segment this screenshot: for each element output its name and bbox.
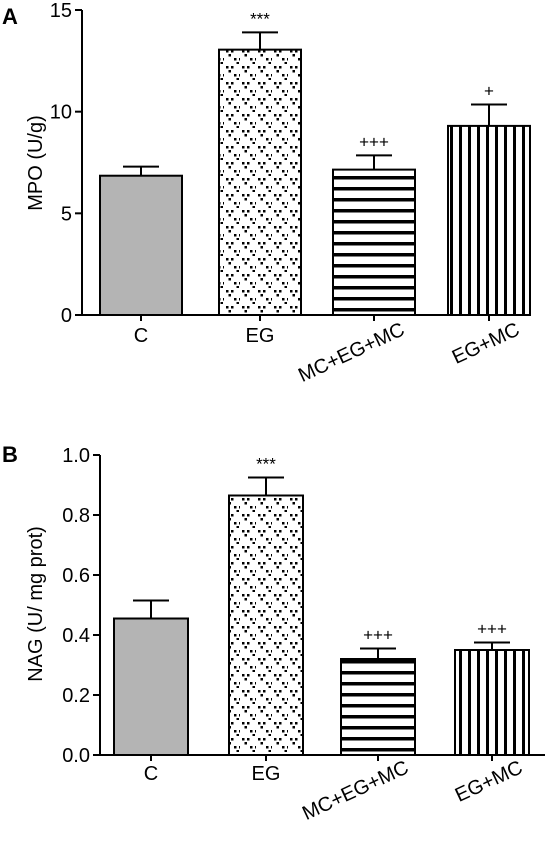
panel-a-category-label: C [134, 325, 148, 347]
panel-a-category-label: EG+MC [449, 319, 523, 369]
panel-a-bar-eg [218, 48, 302, 317]
panel-b-y-tick-label: 0.4 [62, 625, 90, 647]
panel-a-significance-label: *** [250, 9, 270, 28]
panel-b-y-tick-label: 0.8 [62, 505, 90, 527]
panel-b-y-tick-label: 0.2 [62, 685, 90, 707]
panel-a-y-axis-title: MPO (U/g) [25, 115, 47, 211]
panel-b-plot: 0.0 0.2 0.4 0.6 0.8 1.0 C *** EG +++ MC+EG+MC +++ EG… [62, 445, 545, 825]
panel-b-category-label: MC+EG+MC [299, 757, 412, 825]
panel-a-y-tick-label: 15 [50, 0, 72, 22]
panel-a-y-tick-label: 5 [61, 203, 72, 225]
panel-a-plot: 0 5 10 15 C *** EG +++ MC+EG+MC + EG+MC [50, 0, 531, 387]
panel-a-y-tick-label: 10 [50, 102, 72, 124]
panel-a-significance-label: + [484, 82, 494, 101]
panel-a-bar-eg-mc [447, 124, 531, 317]
panel-b-significance-label: +++ [477, 620, 507, 639]
panel-a-bar-c [99, 174, 183, 316]
panel-a-category-label: MC+EG+MC [295, 319, 408, 387]
panel-a-y-tick-label: 0 [61, 305, 72, 327]
panel-b-bar-eg [228, 494, 304, 756]
panel-a-category-label: EG [246, 325, 275, 347]
panel-b-bar-c [113, 617, 189, 756]
panel-b-y-tick-label: 1.0 [62, 445, 90, 467]
panel-b-significance-label: *** [256, 455, 276, 474]
panel-b-y-tick-label: 0.0 [62, 745, 90, 767]
panel-b-bar-mc-eg-mc [340, 658, 416, 756]
panel-b-category-label: EG [252, 763, 281, 785]
panel-b-category-label: EG+MC [452, 757, 526, 807]
panel-a-significance-label: +++ [359, 132, 389, 151]
panel-b-bar-eg-mc [454, 649, 530, 756]
panel-a-bar-mc-eg-mc [332, 168, 416, 316]
panel-a-letter: A [2, 4, 18, 29]
panel-b: B NAG (U/ mg prot) 0.0 0.2 0.4 0.6 0.8 1.0 C **… [2, 442, 545, 825]
panel-b-letter: B [2, 442, 18, 467]
panel-b-y-tick-label: 0.6 [62, 565, 90, 587]
panel-a: A MPO (U/g) 0 5 10 15 C *** EG +++ MC+EG+MC + EG+M… [2, 0, 531, 387]
panel-b-significance-label: +++ [363, 626, 393, 645]
panel-b-category-label: C [144, 763, 158, 785]
panel-b-y-axis-title: NAG (U/ mg prot) [25, 526, 47, 682]
